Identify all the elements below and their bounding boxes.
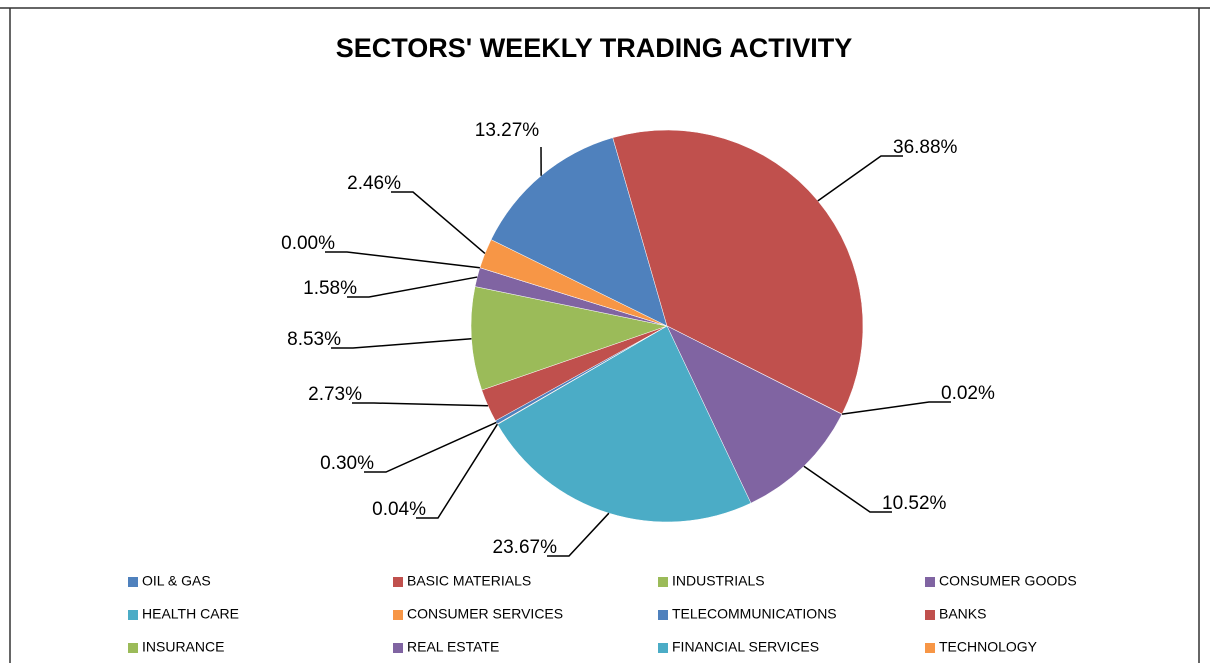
legend-swatch [925, 577, 935, 587]
pie-slice [490, 137, 668, 327]
legend-swatch [128, 643, 138, 653]
pie-slice [666, 325, 843, 504]
data-label: 0.04% [372, 499, 426, 520]
data-label: 0.30% [320, 453, 374, 474]
legend-label: TELECOMMUNICATIONS [672, 606, 837, 622]
data-label: 8.53% [287, 329, 341, 350]
legend-label: FINANCIAL SERVICES [672, 639, 819, 655]
legend-label: REAL ESTATE [407, 639, 499, 655]
data-label: 10.52% [882, 493, 947, 514]
legend-swatch [393, 577, 403, 587]
legend-swatch [658, 610, 668, 620]
legend-label: INDUSTRIALS [672, 573, 765, 589]
data-label: 36.88% [893, 137, 958, 158]
leader-line [803, 465, 892, 513]
leader-line [391, 191, 486, 254]
legend-swatch [128, 577, 138, 587]
leader-line [547, 512, 610, 557]
legend-swatch [925, 610, 935, 620]
data-label: 23.67% [493, 537, 558, 558]
data-label: 1.58% [303, 278, 357, 299]
leader-line [841, 401, 951, 415]
legend-label: TECHNOLOGY [939, 639, 1038, 655]
legend-label: CONSUMER GOODS [939, 573, 1077, 589]
data-label: 2.73% [308, 384, 362, 405]
pie-slice [612, 129, 864, 415]
leader-line [347, 276, 478, 298]
leader-line [331, 338, 472, 349]
legend-label: OIL & GAS [142, 573, 211, 589]
chart-title: SECTORS' WEEKLY TRADING ACTIVITY [336, 33, 852, 63]
legend-label: INSURANCE [142, 639, 224, 655]
leader-line [352, 402, 488, 407]
legend-swatch [393, 610, 403, 620]
pie-slice [497, 325, 752, 523]
legend-label: BANKS [939, 606, 986, 622]
legend-swatch [393, 643, 403, 653]
leader-line [817, 155, 903, 202]
legend-label: BASIC MATERIALS [407, 573, 531, 589]
data-label: 2.46% [347, 173, 401, 194]
legend-label: HEALTH CARE [142, 606, 239, 622]
leader-line [416, 423, 499, 519]
data-label: 0.02% [941, 383, 995, 404]
leader-line [325, 251, 480, 269]
legend-swatch [128, 610, 138, 620]
legend-label: CONSUMER SERVICES [407, 606, 563, 622]
legend-swatch [658, 577, 668, 587]
data-label: 13.27% [475, 120, 540, 141]
data-label: 0.00% [281, 233, 335, 254]
legend-swatch [925, 643, 935, 653]
legend-swatch [658, 643, 668, 653]
leader-line [364, 421, 497, 473]
